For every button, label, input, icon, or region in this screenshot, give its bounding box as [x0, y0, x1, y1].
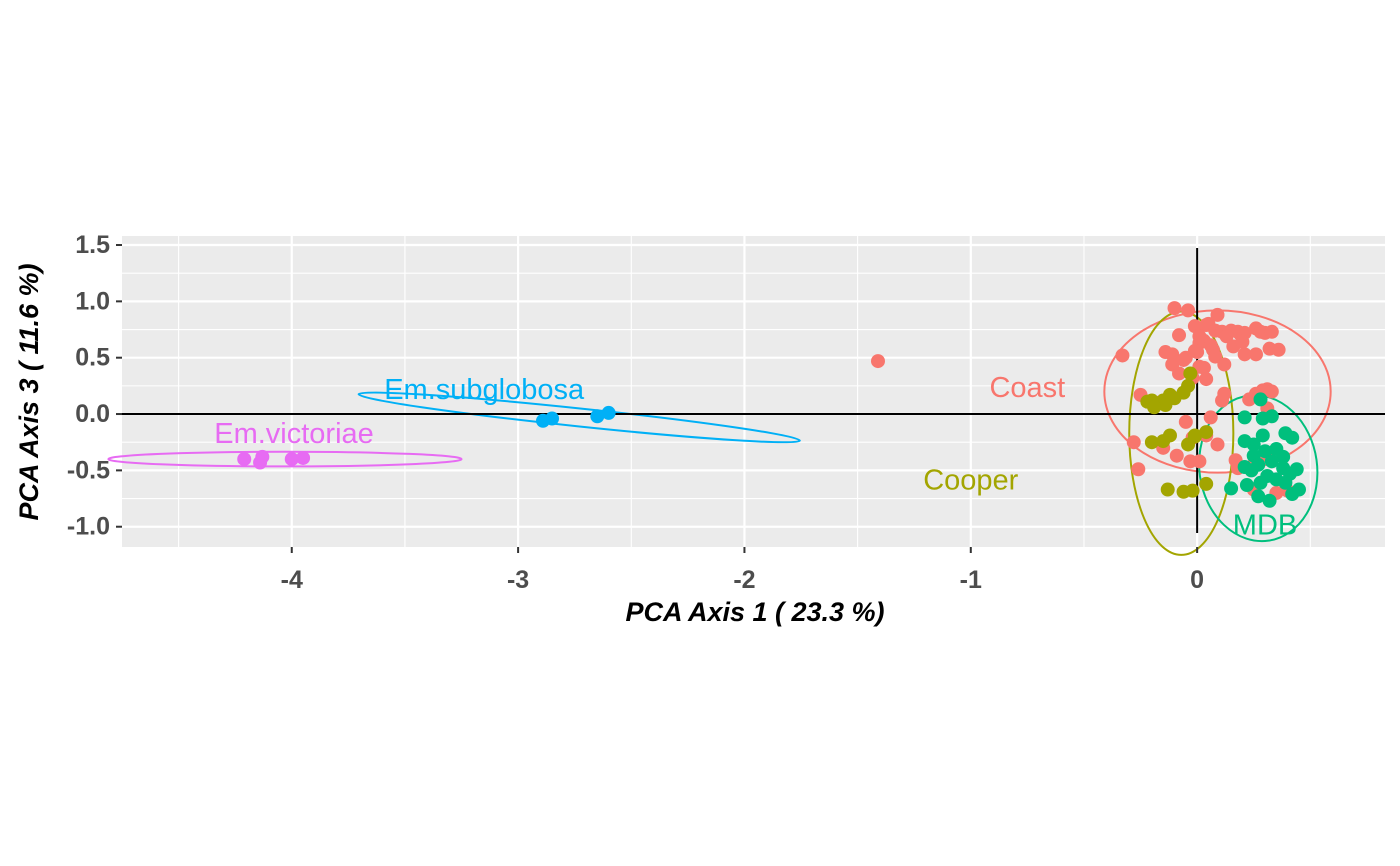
data-point-cooper [1144, 435, 1159, 450]
data-point-em-subglobosa [601, 405, 616, 420]
data-point-coast [1190, 345, 1205, 360]
data-point-mdb [1289, 462, 1304, 477]
data-point-mdb [1255, 428, 1270, 443]
data-point-mdb [1258, 444, 1273, 459]
group-label-mdb: MDB [1233, 509, 1297, 541]
data-point-mdb [1224, 481, 1239, 496]
data-point-mdb [1264, 454, 1279, 469]
data-point-mdb [1237, 434, 1252, 449]
y-tick-label: 0.5 [75, 344, 110, 372]
data-point-em-victoriae [296, 450, 311, 465]
data-point-coast [1181, 303, 1196, 318]
group-labels: Coast Cooper MDB Em.subglobosa Em.victoriae [214, 372, 1297, 541]
panel-background [122, 236, 1385, 547]
data-point-cooper [1158, 398, 1173, 413]
data-point-coast [1210, 307, 1225, 322]
data-point-coast [1264, 384, 1279, 399]
data-point-coast [1264, 324, 1279, 339]
data-point-coast [1210, 437, 1225, 452]
data-point-coast [1203, 410, 1218, 425]
data-point-coast [1131, 462, 1146, 477]
data-point-mdb [1291, 482, 1306, 497]
data-point-mdb [1237, 410, 1252, 425]
x-tick-label: -1 [960, 566, 982, 594]
data-point-coast [1219, 329, 1234, 344]
data-point-coast [1199, 372, 1214, 387]
plot-panel [122, 236, 1385, 547]
data-point-cooper [1147, 400, 1162, 415]
data-point-mdb [1276, 449, 1291, 464]
data-point-coast [1208, 349, 1223, 364]
data-point-mdb [1239, 478, 1254, 493]
data-point-coast [1235, 334, 1250, 349]
data-point-mdb [1285, 430, 1300, 445]
data-point-coast [1217, 357, 1232, 372]
x-tick-label: -3 [507, 566, 529, 594]
data-point-coast [1176, 352, 1191, 367]
x-tick-label: -4 [281, 566, 303, 594]
data-point-coast [1192, 454, 1207, 469]
data-point-coast [1248, 347, 1263, 362]
y-tick-label: 1.0 [75, 287, 110, 315]
y-tick-label: -1.0 [67, 513, 110, 541]
data-point-cooper [1183, 366, 1198, 381]
data-point-coast [1167, 301, 1182, 316]
data-point-mdb [1264, 409, 1279, 424]
data-point-coast [870, 354, 885, 369]
data-point-em-victoriae [253, 455, 268, 470]
data-point-mdb [1251, 489, 1266, 504]
data-point-coast [1271, 342, 1286, 357]
data-point-coast [1215, 393, 1230, 408]
data-point-em-victoriae [237, 452, 252, 467]
data-point-em-victoriae [284, 452, 299, 467]
data-point-mdb [1262, 493, 1277, 508]
data-point-cooper [1199, 425, 1214, 440]
x-tick-label: 0 [1190, 566, 1204, 594]
data-point-cooper [1199, 476, 1214, 491]
confidence-ellipse-em-victoriae [107, 450, 463, 468]
data-point-mdb [1244, 463, 1259, 478]
data-point-em-subglobosa [590, 409, 605, 424]
group-label-em-subglobosa: Em.subglobosa [384, 374, 585, 406]
group-label-cooper: Cooper [923, 464, 1018, 496]
y-axis-title: PCA Axis 3 ( 11.6 %) [14, 263, 44, 520]
y-tick-label: -0.5 [67, 456, 110, 484]
data-point-mdb [1253, 475, 1268, 490]
confidence-ellipse-em-subglobosa [357, 391, 801, 444]
data-point-mdb [1253, 392, 1268, 407]
data-point-coast [1165, 347, 1180, 362]
data-point-cooper [1156, 434, 1171, 449]
data-point-cooper [1187, 428, 1202, 443]
data-point-em-subglobosa [536, 413, 550, 428]
data-point-coast [1172, 328, 1187, 343]
data-point-cooper [1185, 483, 1200, 498]
group-label-em-victoriae: Em.victoriae [214, 418, 374, 450]
data-point-coast [1172, 366, 1187, 381]
data-point-mdb [1278, 475, 1293, 490]
data-points [237, 301, 1306, 508]
data-point-coast [1237, 347, 1252, 362]
data-point-cooper [1160, 482, 1175, 497]
data-point-coast [1126, 435, 1141, 450]
data-point-coast [1169, 448, 1184, 463]
data-point-coast [1196, 360, 1211, 375]
data-point-coast [1115, 348, 1130, 363]
data-point-coast [1242, 392, 1257, 407]
x-tick-label: -2 [733, 566, 755, 594]
axes: -4 -3 -2 -1 0 -1.0 -0.5 0.0 0.5 1.0 1.5 [67, 231, 1204, 594]
data-point-coast [1178, 414, 1193, 429]
y-tick-label: 1.5 [75, 231, 110, 259]
group-label-coast: Coast [989, 372, 1065, 404]
x-axis-title: PCA Axis 1 ( 23.3 %) [625, 597, 884, 627]
y-tick-label: 0.0 [75, 400, 110, 428]
